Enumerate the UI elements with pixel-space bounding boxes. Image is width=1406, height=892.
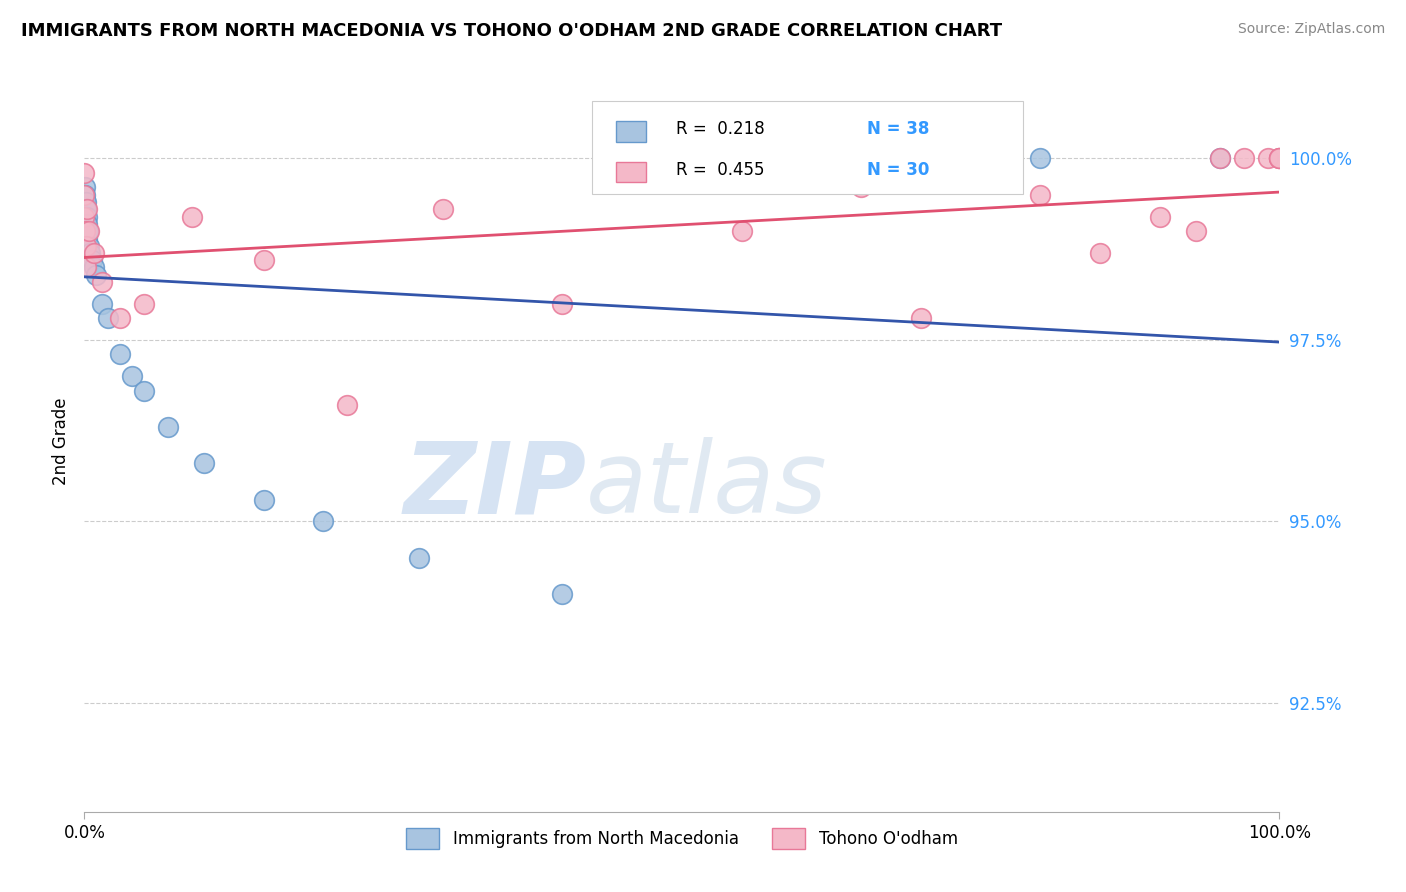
Point [851, 180, 873, 194]
Text: R =  0.218: R = 0.218 [676, 120, 765, 138]
Point [193, 456, 215, 470]
Point [73, 224, 96, 238]
Point [73, 231, 96, 245]
Text: R =  0.455: R = 0.455 [676, 161, 765, 178]
Point [551, 587, 574, 601]
Point [73, 194, 96, 209]
Point [1209, 152, 1232, 166]
Point [73, 217, 96, 231]
Point [1233, 152, 1256, 166]
Point [1090, 245, 1112, 260]
Point [731, 224, 754, 238]
Point [432, 202, 454, 217]
Point [76, 217, 98, 231]
FancyBboxPatch shape [616, 121, 647, 142]
Point [132, 384, 156, 398]
Point [83, 245, 105, 260]
Point [73, 210, 96, 224]
Point [1257, 152, 1279, 166]
Point [1029, 152, 1052, 166]
Text: Source: ZipAtlas.com: Source: ZipAtlas.com [1237, 22, 1385, 37]
Point [77, 238, 100, 252]
Point [79, 245, 101, 260]
Point [253, 253, 276, 268]
Point [1268, 152, 1291, 166]
Point [73, 210, 96, 224]
Point [181, 210, 204, 224]
Point [77, 224, 100, 238]
Point [75, 224, 97, 238]
Point [83, 260, 105, 275]
Point [312, 515, 335, 529]
Legend: Immigrants from North Macedonia, Tohono O'odham: Immigrants from North Macedonia, Tohono … [399, 822, 965, 855]
Point [1209, 152, 1232, 166]
Point [73, 202, 96, 217]
Point [121, 369, 143, 384]
Point [157, 420, 180, 434]
Text: N = 30: N = 30 [868, 161, 929, 178]
Point [910, 311, 932, 326]
Y-axis label: 2nd Grade: 2nd Grade [52, 398, 70, 485]
Point [408, 550, 430, 565]
Text: N = 38: N = 38 [868, 120, 929, 138]
Point [73, 180, 96, 194]
Point [73, 187, 96, 202]
Point [110, 311, 132, 326]
Point [1268, 152, 1291, 166]
Point [336, 398, 359, 412]
Point [80, 253, 103, 268]
Point [253, 492, 276, 507]
Point [73, 166, 96, 180]
Point [77, 224, 100, 238]
Point [1268, 152, 1291, 166]
Point [551, 296, 574, 310]
Point [91, 275, 114, 289]
Point [110, 347, 132, 361]
Point [86, 268, 108, 282]
Point [76, 210, 98, 224]
Point [75, 187, 97, 202]
Point [73, 187, 96, 202]
Point [1149, 210, 1171, 224]
Text: ZIP: ZIP [404, 437, 586, 534]
Text: IMMIGRANTS FROM NORTH MACEDONIA VS TOHONO O'ODHAM 2ND GRADE CORRELATION CHART: IMMIGRANTS FROM NORTH MACEDONIA VS TOHON… [21, 22, 1002, 40]
FancyBboxPatch shape [616, 162, 647, 183]
Point [97, 311, 120, 326]
Point [73, 194, 96, 209]
Point [75, 260, 97, 275]
Point [1029, 187, 1052, 202]
Point [75, 202, 97, 217]
Point [75, 194, 97, 209]
Point [91, 296, 114, 310]
Point [1185, 224, 1208, 238]
Point [132, 296, 156, 310]
Text: atlas: atlas [586, 437, 828, 534]
Point [73, 210, 96, 224]
Point [75, 202, 97, 217]
Point [73, 224, 96, 238]
Point [76, 231, 98, 245]
Point [75, 217, 97, 231]
Point [75, 238, 97, 252]
FancyBboxPatch shape [592, 101, 1022, 194]
Point [76, 202, 98, 217]
